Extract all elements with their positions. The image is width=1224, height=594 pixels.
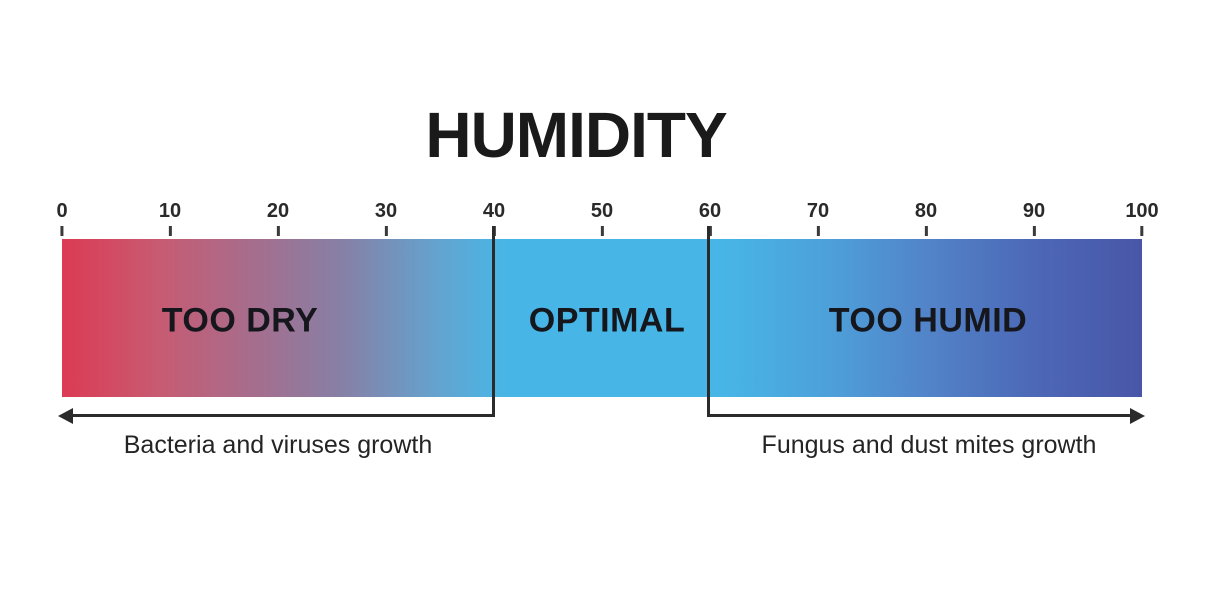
figure-title: HUMIDITY (425, 99, 727, 171)
axis-tick-label: 70 (806, 200, 830, 222)
axis-tick-100: 100 (1125, 198, 1159, 236)
axis-tick-label: 20 (266, 200, 290, 222)
scale-axis: 0 10 20 30 40 50 60 70 80 90 100 (56, 198, 1159, 238)
axis-tick-label: 100 (1125, 200, 1159, 222)
right-arrowhead-icon (1130, 407, 1145, 424)
axis-tick-mark (1140, 226, 1144, 236)
axis-tick-mark (708, 226, 712, 236)
axis-tick-label: 40 (482, 200, 506, 222)
axis-tick-80: 80 (915, 198, 937, 236)
axis-tick-mark (816, 226, 820, 236)
axis-tick-label: 60 (698, 200, 722, 222)
zone-label-too-dry: TOO DRY (161, 301, 319, 340)
axis-tick-label: 10 (158, 200, 182, 222)
axis-tick-70: 70 (807, 198, 829, 236)
axis-tick-10: 10 (159, 198, 181, 236)
axis-tick-mark (924, 226, 928, 236)
axis-tick-label: 90 (1022, 200, 1046, 222)
axis-tick-50: 50 (591, 198, 613, 236)
humid-range-arrow-line (707, 414, 1130, 417)
axis-tick-mark (1032, 226, 1036, 236)
axis-tick-mark (600, 226, 604, 236)
annotation-fungus-dust-mites: Fungus and dust mites growth (761, 431, 1097, 459)
zone-label-too-humid: TOO HUMID (828, 301, 1028, 340)
left-arrowhead-icon (58, 407, 73, 424)
axis-tick-label: 30 (374, 200, 398, 222)
axis-tick-20: 20 (267, 198, 289, 236)
axis-tick-mark (384, 226, 388, 236)
axis-tick-label: 0 (56, 200, 68, 222)
divider-line-60 (707, 226, 710, 417)
axis-tick-30: 30 (375, 198, 397, 236)
gradient-scale-bar: TOO DRY OPTIMAL TOO HUMID (62, 239, 1142, 397)
axis-tick-label: 50 (590, 200, 614, 222)
axis-tick-mark (60, 226, 64, 236)
divider-line-40 (492, 226, 495, 417)
axis-tick-0: 0 (56, 198, 68, 236)
axis-tick-mark (168, 226, 172, 236)
axis-tick-60: 60 (699, 198, 721, 236)
axis-tick-label: 80 (914, 200, 938, 222)
dry-range-arrow-line (72, 414, 495, 417)
axis-tick-90: 90 (1023, 198, 1045, 236)
axis-tick-mark (276, 226, 280, 236)
annotation-bacteria-viruses: Bacteria and viruses growth (123, 431, 433, 459)
zone-label-optimal: OPTIMAL (528, 301, 686, 340)
